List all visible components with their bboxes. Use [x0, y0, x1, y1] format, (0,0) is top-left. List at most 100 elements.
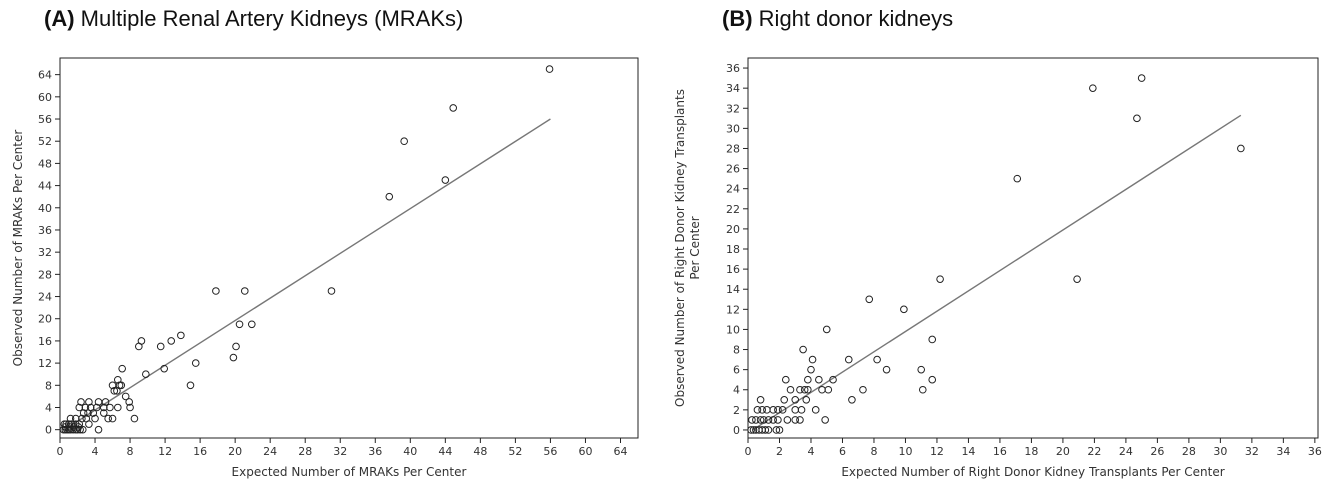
- data-point: [126, 403, 134, 412]
- y-tick-label: 26: [726, 163, 740, 176]
- data-point: [780, 395, 789, 404]
- x-axis-label: Expected Number of Right Donor Kidney Tr…: [841, 465, 1224, 479]
- data-point: [796, 416, 804, 424]
- fit-line: [752, 114, 1242, 431]
- x-axis-label: Expected Number of MRAKs Per Center: [232, 465, 467, 479]
- y-tick-label: 24: [38, 291, 52, 304]
- data-point: [1013, 174, 1022, 183]
- x-tick-label: 52: [508, 445, 522, 458]
- data-point: [81, 403, 90, 412]
- x-tick-label: 32: [1245, 445, 1259, 458]
- y-tick-label: 40: [38, 202, 52, 215]
- data-point: [327, 287, 336, 295]
- data-point: [763, 406, 771, 414]
- data-point: [91, 414, 99, 423]
- y-tick-label: 48: [38, 157, 52, 170]
- data-point: [240, 287, 249, 295]
- data-point: [114, 403, 122, 412]
- y-tick-label: 24: [726, 183, 740, 196]
- data-point: [822, 325, 831, 334]
- y-tick-label: 18: [726, 243, 740, 256]
- x-tick-label: 12: [930, 445, 944, 458]
- panel-b-title: (B) Right donor kidneys: [722, 6, 953, 32]
- y-tick-label: 6: [733, 364, 740, 377]
- data-point: [873, 355, 881, 364]
- data-point: [781, 375, 790, 384]
- x-tick-label: 24: [1119, 445, 1133, 458]
- x-tick-label: 36: [1308, 445, 1322, 458]
- x-tick-label: 36: [368, 445, 382, 458]
- data-point: [101, 398, 110, 406]
- y-tick-label: 28: [38, 268, 52, 281]
- x-tick-label: 44: [438, 445, 452, 458]
- data-point: [545, 65, 554, 73]
- panel-b-title-text: Right donor kidneys: [758, 6, 954, 31]
- data-point: [769, 416, 777, 424]
- data-point: [774, 416, 782, 424]
- data-point: [177, 331, 185, 340]
- data-point: [385, 192, 394, 201]
- y-tick-label: 8: [733, 344, 740, 357]
- x-tick-label: 8: [127, 445, 134, 458]
- x-tick-label: 0: [57, 445, 64, 458]
- data-point: [764, 426, 773, 434]
- data-point: [156, 342, 165, 351]
- x-tick-label: 28: [298, 445, 312, 458]
- x-tick-label: 16: [193, 445, 207, 458]
- data-point: [900, 305, 908, 314]
- data-point: [761, 426, 770, 434]
- data-point: [928, 335, 937, 344]
- data-point: [160, 364, 169, 373]
- y-tick-label: 0: [45, 424, 52, 437]
- data-point: [804, 375, 812, 384]
- data-point: [441, 176, 450, 184]
- data-point: [799, 345, 807, 354]
- data-point: [449, 104, 458, 112]
- data-point: [235, 320, 244, 329]
- y-tick-label: 20: [38, 313, 52, 326]
- data-point: [882, 365, 891, 374]
- data-point: [1133, 114, 1141, 123]
- data-point: [758, 406, 766, 414]
- data-point: [137, 337, 146, 345]
- y-tick-label: 34: [726, 82, 740, 95]
- data-point: [756, 416, 765, 424]
- data-point: [844, 355, 853, 364]
- data-point: [936, 275, 944, 283]
- data-point: [108, 414, 117, 423]
- data-point: [811, 406, 820, 414]
- y-tick-label: 12: [38, 357, 52, 370]
- x-tick-label: 16: [993, 445, 1007, 458]
- data-point: [783, 416, 792, 424]
- data-point: [114, 375, 122, 384]
- data-point: [121, 392, 130, 401]
- plot-frame: [59, 57, 639, 439]
- x-tick-label: 8: [870, 445, 877, 458]
- y-tick-label: 64: [38, 69, 52, 82]
- panel-a-label: (A): [44, 6, 75, 31]
- x-tick-label: 0: [745, 445, 752, 458]
- data-point: [1089, 84, 1097, 92]
- y-axis-label-line: Per Center: [688, 216, 702, 279]
- chart-panel-a: 0 4 8 12 16 20 24 28 32 36 40 44 48 52 56 60 64048121620…: [11, 57, 639, 479]
- x-tick-label: 12: [158, 445, 172, 458]
- y-tick-label: 52: [38, 135, 52, 148]
- data-point: [74, 423, 83, 431]
- y-tick-label: 36: [38, 224, 52, 237]
- panel-a-title: (A) Multiple Renal Artery Kidneys (MRAKs…: [44, 6, 463, 32]
- y-tick-label: 4: [45, 401, 52, 414]
- data-point: [786, 385, 795, 394]
- data-point: [775, 426, 784, 434]
- y-tick-label: 14: [726, 283, 740, 296]
- data-point: [752, 416, 760, 424]
- y-tick-label: 44: [38, 180, 52, 193]
- panel-b-label: (B): [722, 6, 753, 31]
- data-point: [130, 414, 139, 423]
- x-tick-label: 34: [1276, 445, 1290, 458]
- data-point: [70, 423, 78, 431]
- data-point: [807, 365, 815, 374]
- data-point: [815, 375, 823, 384]
- data-point: [104, 414, 112, 423]
- y-tick-label: 32: [38, 246, 52, 259]
